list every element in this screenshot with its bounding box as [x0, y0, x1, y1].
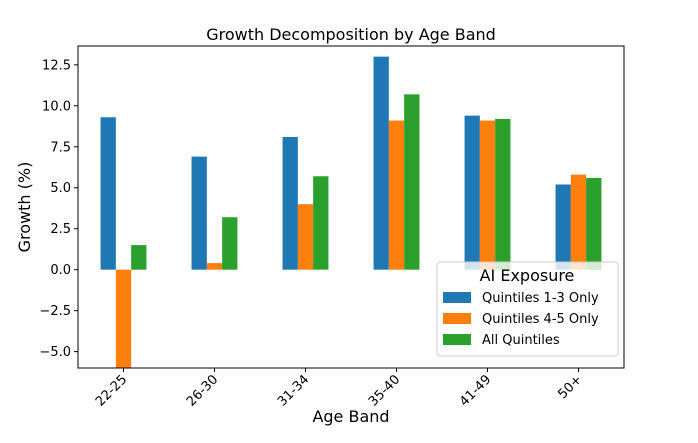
bar-22-25-series-1 [100, 117, 116, 270]
legend-items: Quintiles 1-3 Only Quintiles 4-5 Only All … [443, 291, 599, 348]
x-axis-ticks: 22-25 26-30 31-34 35-40 41-49 50+ [93, 368, 585, 410]
bar-41-49-series-1 [464, 115, 480, 270]
y-tick-label: 7.5 [50, 140, 71, 155]
bar-26-30-series-1 [191, 156, 207, 270]
bar-35-40-series-3 [404, 94, 420, 270]
x-tick-label: 22-25 [93, 372, 130, 409]
bars-layer [100, 56, 602, 368]
bar-50+-series-2 [570, 174, 587, 270]
legend-swatch [443, 334, 471, 345]
chart-title: Growth Decomposition by Age Band [206, 25, 496, 44]
bar-41-49-series-3 [495, 118, 511, 270]
bar-31-34-series-2 [297, 204, 314, 270]
x-tick-label: 35-40 [366, 372, 403, 409]
bar-31-34-series-1 [282, 136, 298, 270]
legend-swatch [443, 313, 471, 324]
legend: AI Exposure Quintiles 1-3 OnlyQuintiles … [436, 261, 619, 357]
y-tick-label: −2.5 [39, 304, 71, 319]
x-axis-title: Age Band [312, 407, 389, 426]
y-tick-label: 2.5 [50, 222, 71, 237]
bar-22-25-series-3 [131, 245, 147, 270]
y-tick-label: 12.5 [42, 58, 71, 73]
y-tick-label: 5.0 [50, 181, 71, 196]
bar-50+-series-1 [555, 184, 571, 270]
y-tick-label: 10.0 [42, 99, 71, 114]
y-tick-label: −5.0 [39, 345, 71, 360]
bar-41-49-series-2 [479, 120, 496, 270]
x-tick-label: 26-30 [184, 372, 221, 409]
legend-label: Quintiles 4-5 Only [482, 312, 599, 327]
plot-frame [77, 45, 625, 369]
bar-26-30-series-3 [222, 217, 238, 270]
bar-35-40-series-2 [388, 120, 405, 270]
x-tick-label: 50+ [555, 372, 585, 402]
legend-swatch [443, 292, 471, 303]
bar-22-25-series-2 [115, 269, 132, 368]
bar-35-40-series-1 [373, 56, 389, 270]
bar-31-34-series-3 [313, 176, 329, 270]
bar-26-30-series-2 [206, 263, 223, 270]
y-axis-title: Growth (%) [15, 162, 34, 253]
legend-label: All Quintiles [482, 333, 560, 348]
bar-50+-series-3 [586, 177, 602, 270]
y-tick-label: 0.0 [50, 263, 71, 278]
legend-title: AI Exposure [480, 266, 575, 285]
x-tick-label: 31-34 [275, 372, 312, 409]
legend-label: Quintiles 1-3 Only [482, 291, 599, 306]
x-tick-label: 41-49 [457, 372, 494, 409]
y-axis-ticks: −5.0 −2.5 0.0 2.5 5.0 7.5 10.0 12.5 [39, 58, 78, 360]
legend-frame [436, 261, 619, 357]
